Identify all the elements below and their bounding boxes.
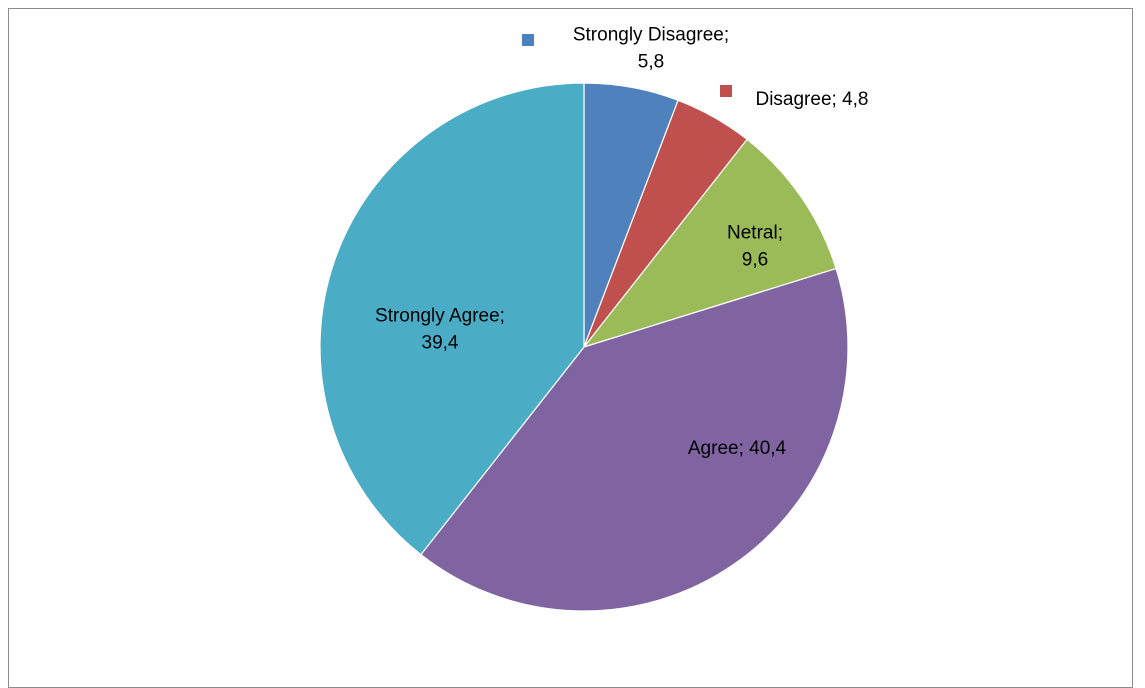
data-label-disagree: Disagree; 4,8 <box>755 89 868 110</box>
pie-slice-strongly-agree <box>319 82 585 556</box>
legend-key-strongly-disagree <box>522 34 534 46</box>
pie-slice-agree <box>420 267 849 612</box>
data-label-line: 9,6 <box>742 250 768 271</box>
data-label-line: Strongly Disagree; <box>573 25 729 46</box>
data-label-line: Strongly Agree; <box>375 306 505 327</box>
data-label-line: Disagree; 4,8 <box>755 89 868 110</box>
pie-chart: Strongly Disagree; 5,8 Disagree; 4,8 Netral… <box>319 25 869 612</box>
pie-slice-netral <box>583 138 837 348</box>
data-label-line: 39,4 <box>422 333 459 354</box>
data-label-line: Netral; <box>727 223 783 244</box>
data-label-strongly-disagree: Strongly Disagree; 5,8 <box>573 25 729 73</box>
data-label-line: Agree; 40,4 <box>688 438 787 459</box>
data-label-strongly-agree: Strongly Agree; 39,4 <box>375 306 505 354</box>
data-label-netral: Netral; 9,6 <box>727 223 783 271</box>
legend-key-disagree <box>720 85 732 97</box>
data-label-line: 5,8 <box>638 52 664 73</box>
data-label-agree: Agree; 40,4 <box>688 438 787 459</box>
